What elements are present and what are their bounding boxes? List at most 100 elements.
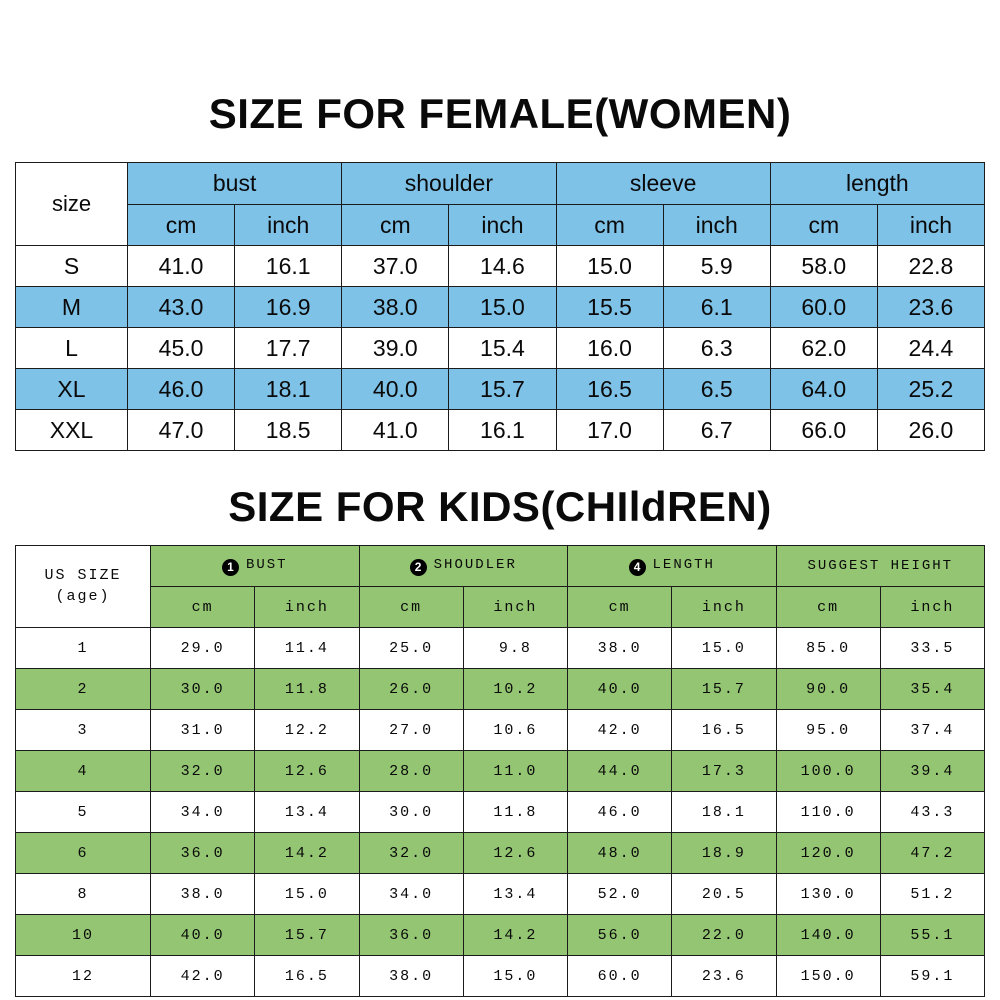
women-section: SIZE FOR FEMALE(WOMEN) size bust shoulder s… <box>0 90 1000 451</box>
value-cell: 34.0 <box>149 791 256 833</box>
row-label: 8 <box>15 873 151 915</box>
group-header-label: SUGGEST HEIGHT <box>807 558 954 574</box>
value-cell: 44.0 <box>566 750 673 792</box>
value-cell: 15.5 <box>555 286 664 328</box>
value-cell: 18.5 <box>234 409 343 451</box>
value-cell: 18.9 <box>671 832 777 874</box>
kids-size-table: US SIZE (age) 1 BUST 2 SHOUDLER 4 LENGTH SUGGES… <box>15 545 986 997</box>
value-cell: 30.0 <box>149 668 256 710</box>
value-cell: 15.4 <box>448 327 557 369</box>
value-cell: 41.0 <box>341 409 450 451</box>
unit-header: inch <box>876 204 986 246</box>
value-cell: 11.0 <box>462 750 569 792</box>
value-cell: 62.0 <box>769 327 878 369</box>
circled-2-icon: 2 <box>409 558 427 576</box>
value-cell: 18.1 <box>234 368 343 410</box>
value-cell: 23.6 <box>671 955 777 997</box>
value-cell: 15.0 <box>555 245 664 287</box>
value-cell: 42.0 <box>566 709 673 751</box>
value-cell: 64.0 <box>769 368 878 410</box>
row-label: 10 <box>15 914 151 956</box>
value-cell: 6.1 <box>662 286 771 328</box>
value-cell: 16.1 <box>234 245 343 287</box>
value-cell: 66.0 <box>769 409 878 451</box>
unit-header: cm <box>341 204 450 246</box>
unit-header: cm <box>555 204 664 246</box>
value-cell: 95.0 <box>775 709 881 751</box>
value-cell: 38.0 <box>358 955 464 997</box>
table-row: S 41.0 16.1 37.0 14.6 15.0 5.9 58.0 22.8 <box>15 245 986 287</box>
value-cell: 15.7 <box>448 368 557 410</box>
value-cell: 41.0 <box>126 245 236 287</box>
group-header-label: LENGTH <box>652 556 715 573</box>
value-cell: 39.0 <box>341 327 450 369</box>
value-cell: 59.1 <box>879 955 986 997</box>
value-cell: 9.8 <box>462 627 569 669</box>
value-cell: 6.5 <box>662 368 771 410</box>
table-row: 1 29.0 11.4 25.0 9.8 38.0 15.0 85.0 33.5 <box>15 627 986 669</box>
value-cell: 22.8 <box>876 245 986 287</box>
group-header-label: shoulder <box>404 170 493 196</box>
value-cell: 22.0 <box>671 914 777 956</box>
row-label: XXL <box>15 409 128 451</box>
value-cell: 37.4 <box>879 709 986 751</box>
value-cell: 15.0 <box>448 286 557 328</box>
value-cell: 18.1 <box>671 791 777 833</box>
group-header-label: bust <box>212 170 257 196</box>
value-cell: 55.1 <box>879 914 986 956</box>
value-cell: 23.6 <box>876 286 986 328</box>
row-label: 12 <box>15 955 151 997</box>
row-label: 2 <box>15 668 151 710</box>
value-cell: 11.8 <box>462 791 569 833</box>
value-cell: 15.7 <box>254 914 360 956</box>
value-cell: 100.0 <box>775 750 881 792</box>
value-cell: 120.0 <box>775 832 881 874</box>
value-cell: 31.0 <box>149 709 256 751</box>
value-cell: 140.0 <box>775 914 881 956</box>
value-cell: 16.0 <box>555 327 664 369</box>
group-header-label: BUST <box>245 556 288 573</box>
value-cell: 39.4 <box>879 750 986 792</box>
value-cell: 47.0 <box>126 409 236 451</box>
value-cell: 37.0 <box>341 245 450 287</box>
group-header: bust <box>126 162 343 205</box>
value-cell: 40.0 <box>341 368 450 410</box>
table-row: M 43.0 16.9 38.0 15.0 15.5 6.1 60.0 23.6 <box>15 286 986 328</box>
value-cell: 17.0 <box>555 409 664 451</box>
value-cell: 46.0 <box>566 791 673 833</box>
table-row: 4 32.0 12.6 28.0 11.0 44.0 17.3 100.0 39.4 <box>15 750 986 792</box>
kids-section: SIZE FOR KIDS(CHIldREN) US SIZE (age) 1 BU… <box>0 483 1000 997</box>
unit-header: cm <box>126 204 236 246</box>
women-size-table: size bust shoulder sleeve length cm inch cm inch… <box>15 162 986 451</box>
row-label: XL <box>15 368 128 410</box>
value-cell: 16.5 <box>555 368 664 410</box>
group-header: sleeve <box>555 162 771 205</box>
value-cell: 15.7 <box>671 668 777 710</box>
group-header: SUGGEST HEIGHT <box>775 545 985 587</box>
value-cell: 46.0 <box>126 368 236 410</box>
group-header: 1 BUST <box>150 545 360 587</box>
value-cell: 29.0 <box>149 627 256 669</box>
value-cell: 14.2 <box>462 914 569 956</box>
value-cell: 28.0 <box>358 750 464 792</box>
value-cell: 17.7 <box>234 327 343 369</box>
value-cell: 10.2 <box>462 668 569 710</box>
unit-header: cm <box>358 586 464 628</box>
table-row: L 45.0 17.7 39.0 15.4 16.0 6.3 62.0 24.4 <box>15 327 986 369</box>
value-cell: 26.0 <box>876 409 986 451</box>
value-cell: 16.1 <box>448 409 557 451</box>
row-label: 4 <box>15 750 151 792</box>
group-header-label: length <box>846 170 909 196</box>
unit-header: inch <box>671 586 777 628</box>
value-cell: 35.4 <box>879 668 986 710</box>
value-cell: 20.5 <box>671 873 777 915</box>
value-cell: 16.9 <box>234 286 343 328</box>
value-cell: 38.0 <box>566 627 673 669</box>
value-cell: 51.2 <box>879 873 986 915</box>
table-row: 12 42.0 16.5 38.0 15.0 60.0 23.6 150.0 59.1 <box>15 955 986 997</box>
value-cell: 60.0 <box>769 286 878 328</box>
table-row: 5 34.0 13.4 30.0 11.8 46.0 18.1 110.0 43.3 <box>15 791 986 833</box>
table-row: 6 36.0 14.2 32.0 12.6 48.0 18.9 120.0 47.2 <box>15 832 986 874</box>
value-cell: 26.0 <box>358 668 464 710</box>
value-cell: 110.0 <box>775 791 881 833</box>
